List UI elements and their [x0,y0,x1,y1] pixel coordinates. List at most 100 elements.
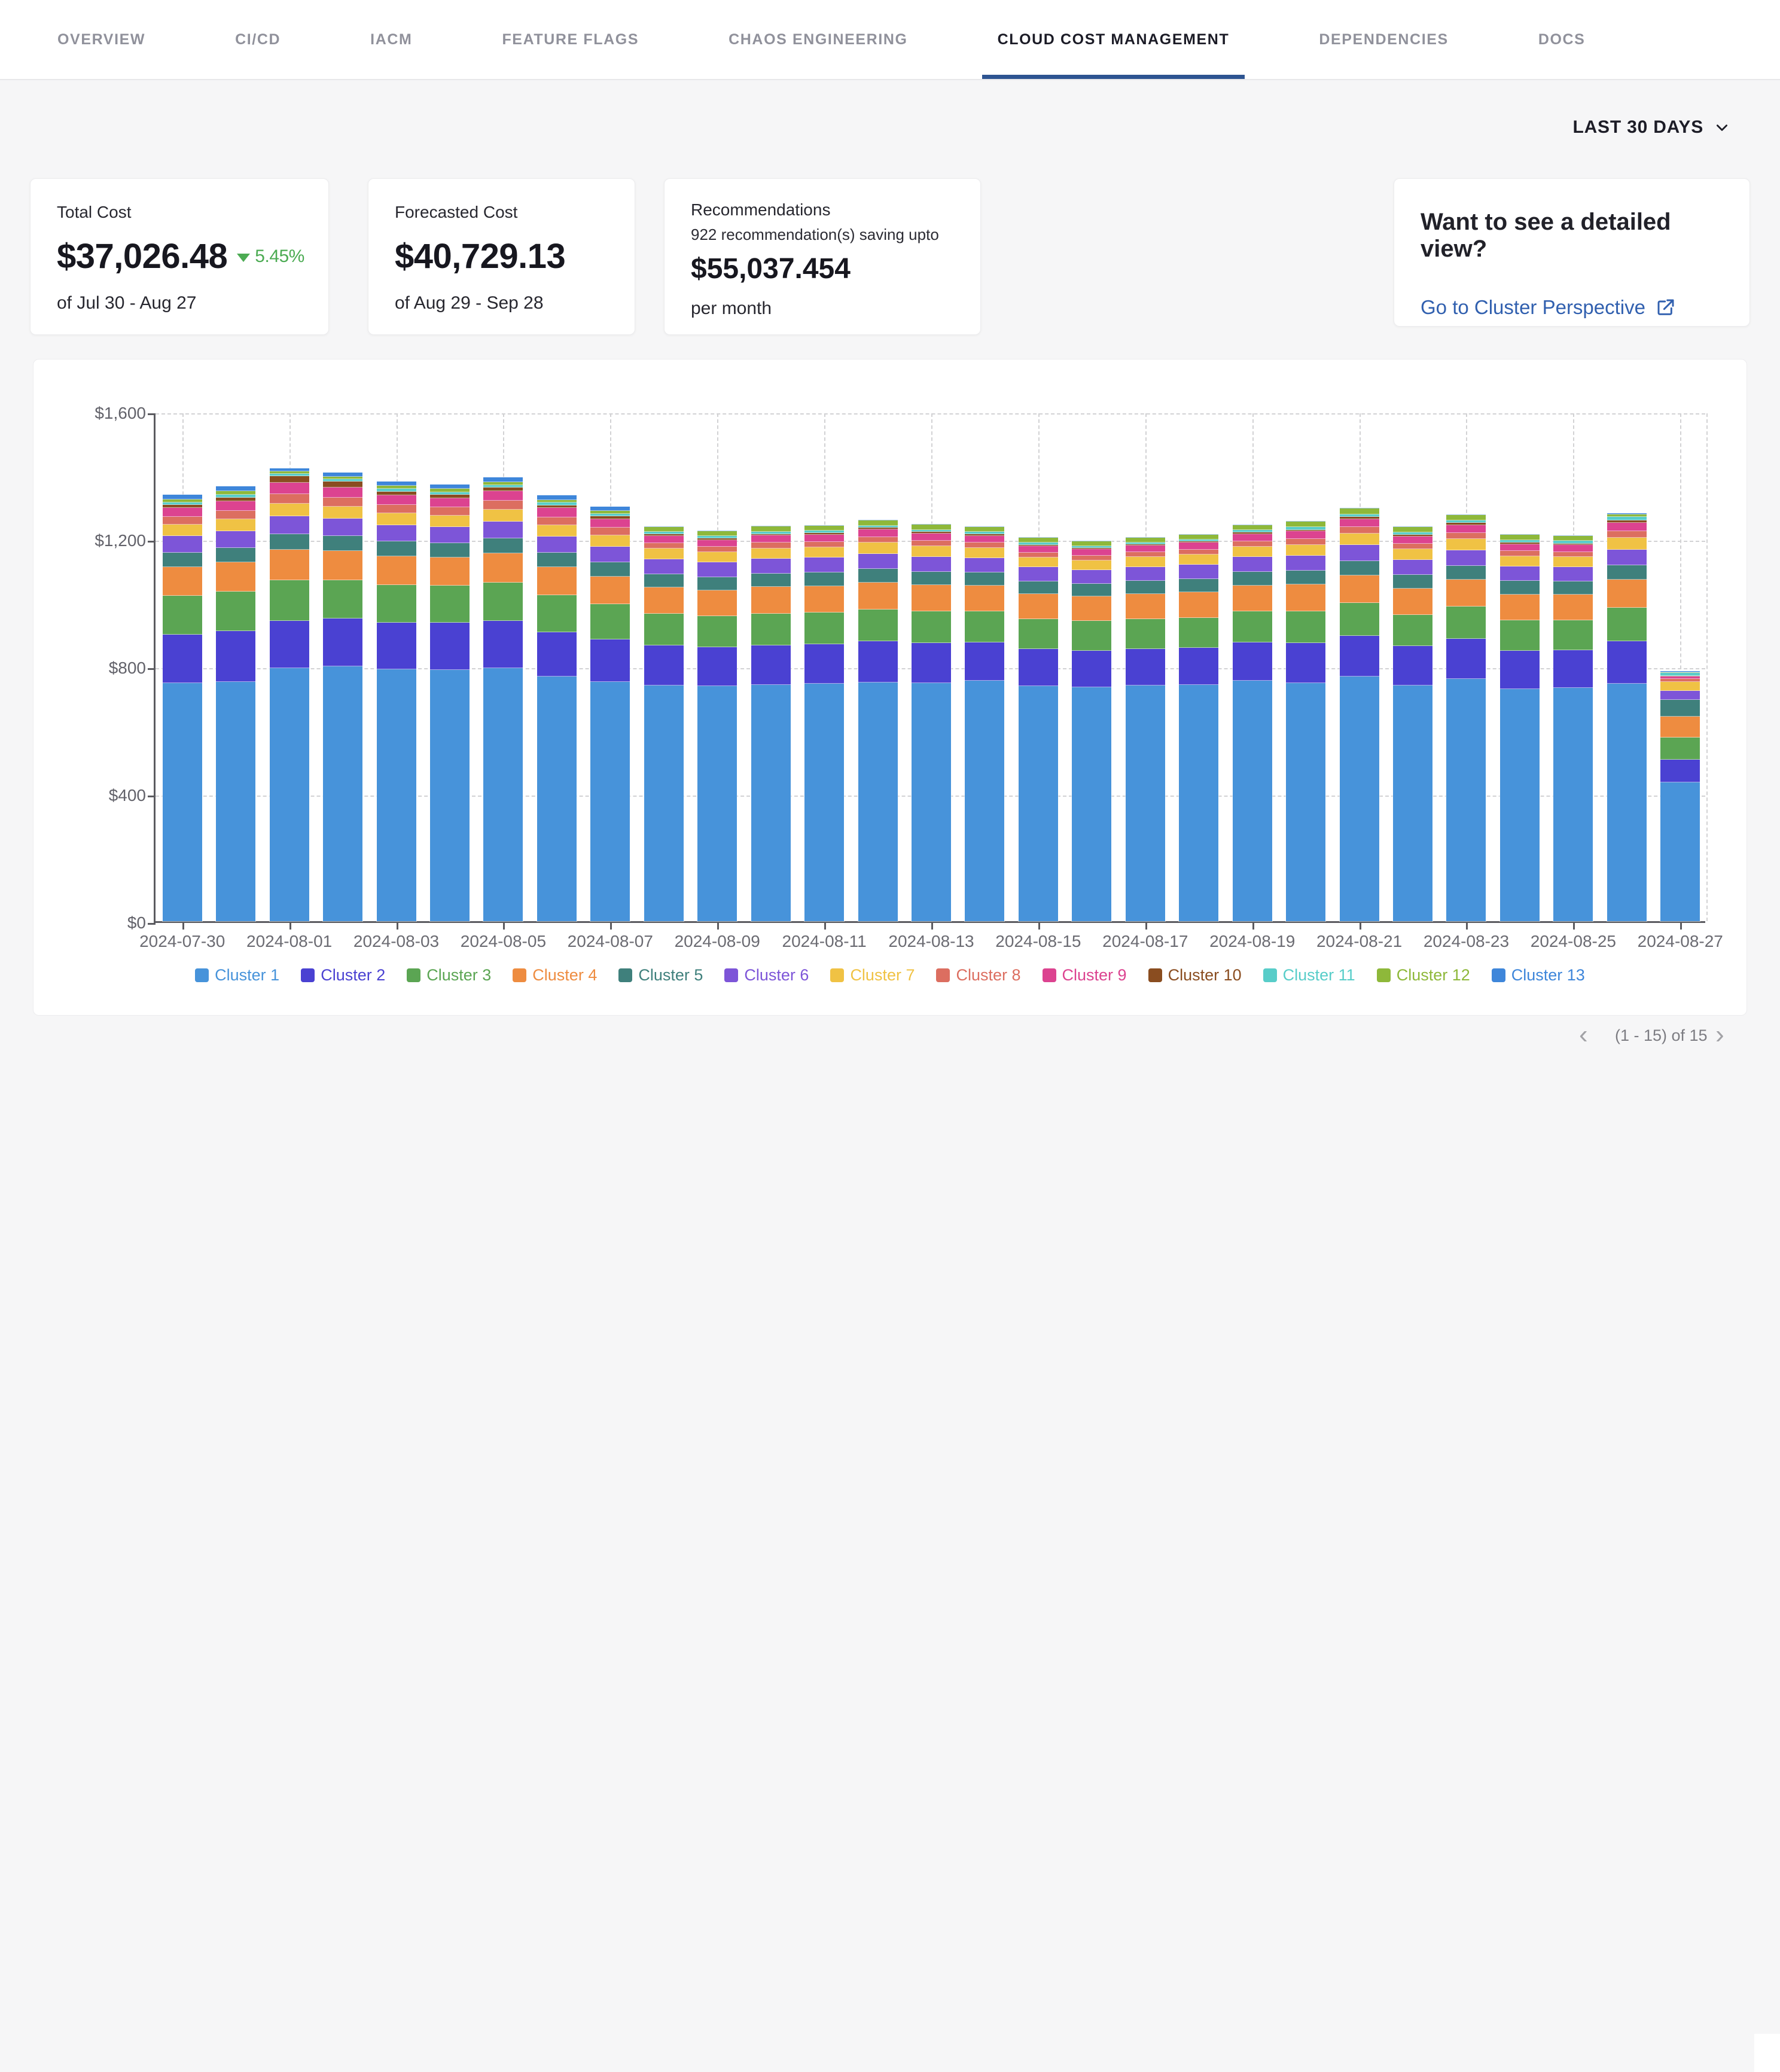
bar-segment-cluster-12[interactable] [1126,538,1165,543]
bar-segment-cluster-2[interactable] [1340,636,1379,677]
tab-overview[interactable]: OVERVIEW [42,0,161,79]
bar-segment-cluster-5[interactable] [1286,571,1325,584]
bar-segment-cluster-13[interactable] [216,486,255,492]
tab-feature-flags[interactable]: FEATURE FLAGS [486,0,654,79]
bar-segment-cluster-5[interactable] [1393,575,1432,589]
bar-segment-cluster-5[interactable] [1500,581,1540,594]
bar-segment-cluster-7[interactable] [1233,547,1272,557]
bar-segment-cluster-6[interactable] [912,557,951,572]
bar-segment-cluster-4[interactable] [483,553,523,583]
bar-2024-08-21[interactable] [1340,508,1379,921]
bar-segment-cluster-7[interactable] [1126,557,1165,567]
bar-segment-cluster-9[interactable] [1446,525,1486,533]
bar-segment-cluster-2[interactable] [1072,651,1111,687]
bar-segment-cluster-3[interactable] [1607,608,1647,642]
bar-segment-cluster-2[interactable] [537,632,577,677]
bar-segment-cluster-6[interactable] [1446,550,1486,566]
bar-segment-cluster-3[interactable] [1660,738,1700,760]
bar-segment-cluster-13[interactable] [483,477,523,482]
bar-segment-cluster-7[interactable] [483,510,523,522]
legend-item-cluster-13[interactable]: Cluster 13 [1492,966,1585,985]
bar-segment-cluster-6[interactable] [537,537,577,553]
bar-segment-cluster-3[interactable] [1393,615,1432,647]
bar-segment-cluster-2[interactable] [1019,649,1058,686]
bar-segment-cluster-6[interactable] [590,547,630,563]
bar-2024-08-13[interactable] [912,524,951,921]
bar-2024-08-06[interactable] [537,495,577,921]
bar-segment-cluster-4[interactable] [1500,595,1540,620]
legend-item-cluster-9[interactable]: Cluster 9 [1043,966,1127,985]
bar-segment-cluster-3[interactable] [912,611,951,643]
bar-segment-cluster-12[interactable] [858,520,898,526]
bar-segment-cluster-5[interactable] [1019,581,1058,594]
bar-segment-cluster-1[interactable] [537,677,577,921]
bar-2024-08-10[interactable] [751,526,791,921]
bar-segment-cluster-2[interactable] [270,621,309,668]
bar-segment-cluster-6[interactable] [1126,567,1165,581]
bar-segment-cluster-6[interactable] [377,525,416,542]
bar-segment-cluster-2[interactable] [216,631,255,681]
bar-segment-cluster-3[interactable] [1553,620,1593,651]
bar-segment-cluster-4[interactable] [1340,575,1379,603]
bar-segment-cluster-3[interactable] [1446,607,1486,639]
bar-segment-cluster-12[interactable] [1500,535,1540,540]
bar-segment-cluster-1[interactable] [377,669,416,921]
bar-segment-cluster-3[interactable] [270,580,309,621]
bar-segment-cluster-3[interactable] [590,604,630,640]
bar-segment-cluster-4[interactable] [1660,717,1700,738]
bar-segment-cluster-8[interactable] [1607,531,1647,538]
bar-segment-cluster-2[interactable] [1660,760,1700,782]
bar-segment-cluster-3[interactable] [1233,611,1272,642]
bar-segment-cluster-2[interactable] [323,618,362,666]
bar-segment-cluster-6[interactable] [751,559,791,574]
tab-docs[interactable]: DOCS [1523,0,1601,79]
bar-segment-cluster-8[interactable] [858,537,898,543]
bar-segment-cluster-6[interactable] [216,531,255,548]
bar-segment-cluster-2[interactable] [912,643,951,683]
bar-segment-cluster-5[interactable] [1553,581,1593,595]
bar-segment-cluster-5[interactable] [644,574,684,587]
bar-segment-cluster-4[interactable] [1446,580,1486,607]
bar-segment-cluster-7[interactable] [1019,557,1058,568]
bar-segment-cluster-7[interactable] [1500,556,1540,566]
bar-segment-cluster-2[interactable] [644,645,684,685]
bar-segment-cluster-2[interactable] [483,621,523,668]
bar-segment-cluster-3[interactable] [483,583,523,621]
bar-segment-cluster-7[interactable] [858,543,898,553]
bar-segment-cluster-7[interactable] [1660,682,1700,691]
bar-2024-08-02[interactable] [323,473,362,921]
bar-segment-cluster-5[interactable] [751,574,791,587]
bar-segment-cluster-3[interactable] [430,586,470,623]
bar-segment-cluster-6[interactable] [483,522,523,538]
legend-item-cluster-6[interactable]: Cluster 6 [724,966,809,985]
bar-segment-cluster-3[interactable] [804,613,844,644]
bar-segment-cluster-8[interactable] [216,511,255,519]
bar-segment-cluster-7[interactable] [323,507,362,519]
tab-cicd[interactable]: CI/CD [220,0,296,79]
bar-segment-cluster-12[interactable] [1179,535,1218,540]
bar-segment-cluster-6[interactable] [1179,565,1218,579]
bar-segment-cluster-9[interactable] [1126,546,1165,552]
bar-segment-cluster-8[interactable] [1126,552,1165,557]
bar-segment-cluster-5[interactable] [965,572,1004,586]
bar-segment-cluster-9[interactable] [1019,546,1058,553]
bar-segment-cluster-4[interactable] [430,557,470,586]
bar-segment-cluster-6[interactable] [697,562,737,577]
bar-segment-cluster-8[interactable] [430,507,470,515]
bar-segment-cluster-12[interactable] [1233,525,1272,531]
bar-segment-cluster-5[interactable] [912,572,951,585]
bar-segment-cluster-6[interactable] [1072,570,1111,584]
bar-2024-08-01[interactable] [270,468,309,921]
bar-segment-cluster-1[interactable] [1553,688,1593,921]
bar-segment-cluster-1[interactable] [804,684,844,921]
bar-segment-cluster-8[interactable] [1233,541,1272,547]
bar-segment-cluster-13[interactable] [377,482,416,486]
bar-segment-cluster-9[interactable] [697,540,737,547]
bar-segment-cluster-12[interactable] [965,527,1004,532]
bar-segment-cluster-5[interactable] [323,536,362,551]
bar-segment-cluster-2[interactable] [1286,643,1325,683]
bar-2024-08-25[interactable] [1553,535,1593,921]
bar-segment-cluster-4[interactable] [1126,594,1165,619]
bar-segment-cluster-5[interactable] [804,572,844,586]
bar-segment-cluster-12[interactable] [1340,508,1379,514]
